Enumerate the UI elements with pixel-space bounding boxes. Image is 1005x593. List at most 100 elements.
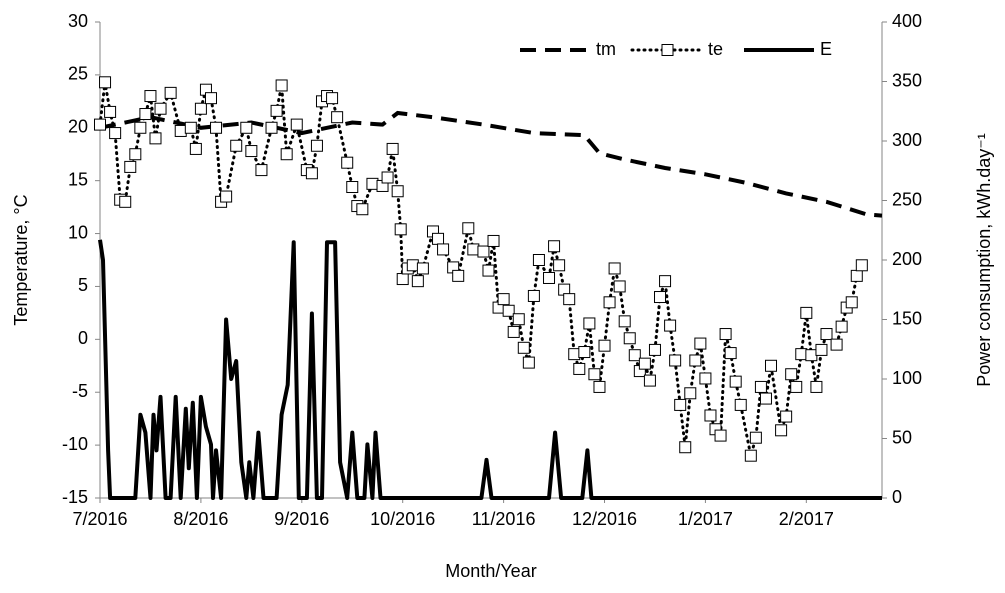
data-point [573, 362, 586, 375]
data-point [164, 86, 177, 99]
data-point [497, 293, 510, 306]
data-point [341, 156, 354, 169]
legend-label: te [708, 39, 723, 59]
data-point [618, 315, 631, 328]
y-tick-label: 20 [68, 117, 88, 137]
data-point [780, 410, 793, 423]
data-point [154, 102, 167, 115]
data-point [467, 243, 480, 256]
data-point [664, 319, 677, 332]
data-point [598, 339, 611, 352]
x-tick-label: 7/2016 [72, 509, 127, 529]
data-point [310, 139, 323, 152]
data-point [654, 291, 667, 304]
data-point [527, 289, 540, 302]
y-tick-label: -10 [62, 434, 88, 454]
y2-tick-label: 350 [892, 70, 922, 90]
data-point [366, 177, 379, 190]
data-point [603, 296, 616, 309]
y-tick-label: -5 [72, 381, 88, 401]
y-tick-label: 15 [68, 169, 88, 189]
x-tick-label: 9/2016 [274, 509, 329, 529]
y2-tick-label: 50 [892, 427, 912, 447]
data-point [815, 343, 828, 356]
data-point [694, 337, 707, 350]
data-point [305, 167, 318, 180]
data-point [240, 121, 253, 134]
data-point [119, 195, 132, 208]
data-point [245, 145, 258, 158]
data-point [396, 273, 409, 286]
data-point [406, 259, 419, 272]
data-point [331, 111, 344, 124]
data-point [684, 387, 697, 400]
data-point [184, 121, 197, 134]
legend: tm te E [520, 39, 832, 59]
data-point [532, 254, 545, 266]
data-point [830, 338, 843, 351]
data-point [386, 142, 399, 155]
data-point [134, 121, 147, 134]
data-point [759, 392, 772, 405]
y2-tick-label: 100 [892, 368, 922, 388]
data-point [477, 245, 490, 258]
data-point [99, 76, 112, 89]
y2-tick-label: 0 [892, 487, 902, 507]
data-point [775, 424, 788, 437]
data-point [850, 269, 863, 282]
data-point [714, 429, 727, 442]
data-point [194, 102, 207, 115]
data-point [391, 185, 404, 198]
data-point [144, 90, 157, 103]
plot-area [94, 76, 883, 500]
data-point [568, 348, 581, 361]
data-point [729, 375, 742, 388]
y-tick-label: 5 [78, 275, 88, 295]
y-tick-label: 10 [68, 222, 88, 242]
legend-marker [661, 44, 674, 56]
data-point [835, 320, 848, 333]
data-point [563, 293, 576, 306]
data-point [432, 232, 445, 245]
data-point [411, 275, 424, 288]
data-point [795, 348, 808, 361]
data-point [674, 398, 687, 411]
data-point [346, 181, 359, 194]
data-point [512, 313, 525, 326]
data-point [381, 171, 394, 184]
data-point [502, 304, 515, 317]
data-point [452, 269, 465, 282]
y-tick-label: 0 [78, 328, 88, 348]
data-point [507, 325, 520, 338]
data-point [437, 243, 450, 256]
x-tick-label: 8/2016 [173, 509, 228, 529]
data-point [810, 380, 823, 393]
data-point [820, 328, 833, 341]
data-point [149, 132, 162, 145]
data-point [699, 372, 712, 385]
data-point [109, 127, 122, 140]
data-point [648, 343, 661, 356]
data-point [613, 280, 626, 293]
data-point [704, 409, 717, 422]
y2-tick-label: 250 [892, 189, 922, 209]
data-point [719, 328, 732, 341]
data-point [643, 374, 656, 387]
x-tick-label: 12/2016 [572, 509, 637, 529]
data-point [275, 79, 288, 92]
data-point [845, 296, 858, 309]
data-point [482, 264, 495, 277]
legend-label: tm [596, 39, 616, 59]
data-point [204, 92, 217, 105]
data-point [744, 449, 757, 462]
data-point [543, 271, 556, 284]
legend-label: E [820, 39, 832, 59]
data-point [210, 121, 223, 134]
data-point [189, 142, 202, 155]
data-point [290, 118, 303, 131]
data-point [754, 380, 767, 393]
data-point [553, 259, 566, 272]
data-point [785, 368, 798, 381]
x-axis-title: Month/Year [445, 561, 536, 581]
